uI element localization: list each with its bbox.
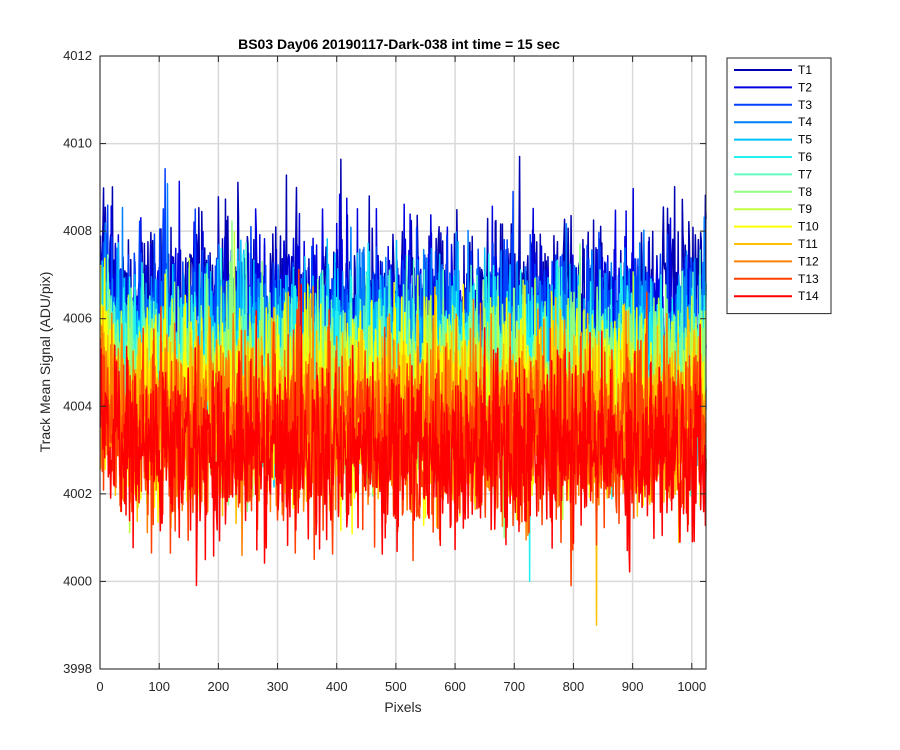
y-tick-label: 4000 — [63, 573, 92, 588]
series-line-t14 — [99, 283, 707, 587]
x-tick-label: 600 — [444, 679, 466, 694]
x-tick-label: 700 — [503, 679, 525, 694]
x-tick-label: 200 — [208, 679, 230, 694]
x-tick-label: 500 — [385, 679, 407, 694]
legend-label-t7: T7 — [798, 167, 812, 181]
x-axis-label: Pixels — [384, 699, 421, 715]
legend-label-t5: T5 — [798, 133, 812, 147]
chart-title: BS03 Day06 20190117-Dark-038 int time = … — [238, 36, 560, 52]
x-tick-label: 800 — [563, 679, 585, 694]
legend-label-t6: T6 — [798, 150, 812, 164]
legend-box — [726, 57, 832, 315]
x-tick-label: 400 — [326, 679, 348, 694]
legend-label-t4: T4 — [798, 115, 812, 129]
x-tick-label: 300 — [267, 679, 289, 694]
legend-label-t11: T11 — [798, 237, 818, 251]
legend-label-t1: T1 — [798, 63, 812, 77]
legend-label-t3: T3 — [798, 98, 812, 112]
y-tick-label: 4008 — [63, 223, 92, 238]
legend-label-t13: T13 — [798, 272, 819, 286]
y-axis-label: Track Mean Signal (ADU/pix) — [37, 272, 53, 453]
legend-label-t12: T12 — [798, 254, 819, 268]
plot-area-border — [99, 55, 707, 670]
x-tick-label: 1000 — [677, 679, 706, 694]
legend-label-t10: T10 — [798, 220, 819, 234]
x-tick-label: 0 — [96, 679, 103, 694]
y-tick-label: 3998 — [63, 661, 92, 676]
x-tick-label: 900 — [622, 679, 644, 694]
y-tick-label: 4002 — [63, 486, 92, 501]
y-tick-label: 4006 — [63, 311, 92, 326]
y-tick-label: 4004 — [63, 398, 92, 413]
series-lines — [99, 155, 707, 626]
ticks: 0 100 200 300 400 500 600 700 800 900 1000 3998 4000… — [63, 48, 706, 694]
legend-label-t9: T9 — [798, 202, 812, 216]
y-tick-label: 4010 — [63, 136, 92, 151]
y-tick-label: 4012 — [63, 48, 92, 63]
legend-label-t8: T8 — [798, 185, 812, 199]
legend-label-t2: T2 — [798, 80, 812, 94]
legend-label-t14: T14 — [798, 289, 819, 303]
x-tick-label: 100 — [148, 679, 170, 694]
legend: T1 T2 T3 T4 T5 T6 T7 T8 T9 T10 T11 T12 T13 T14 — [726, 57, 832, 315]
